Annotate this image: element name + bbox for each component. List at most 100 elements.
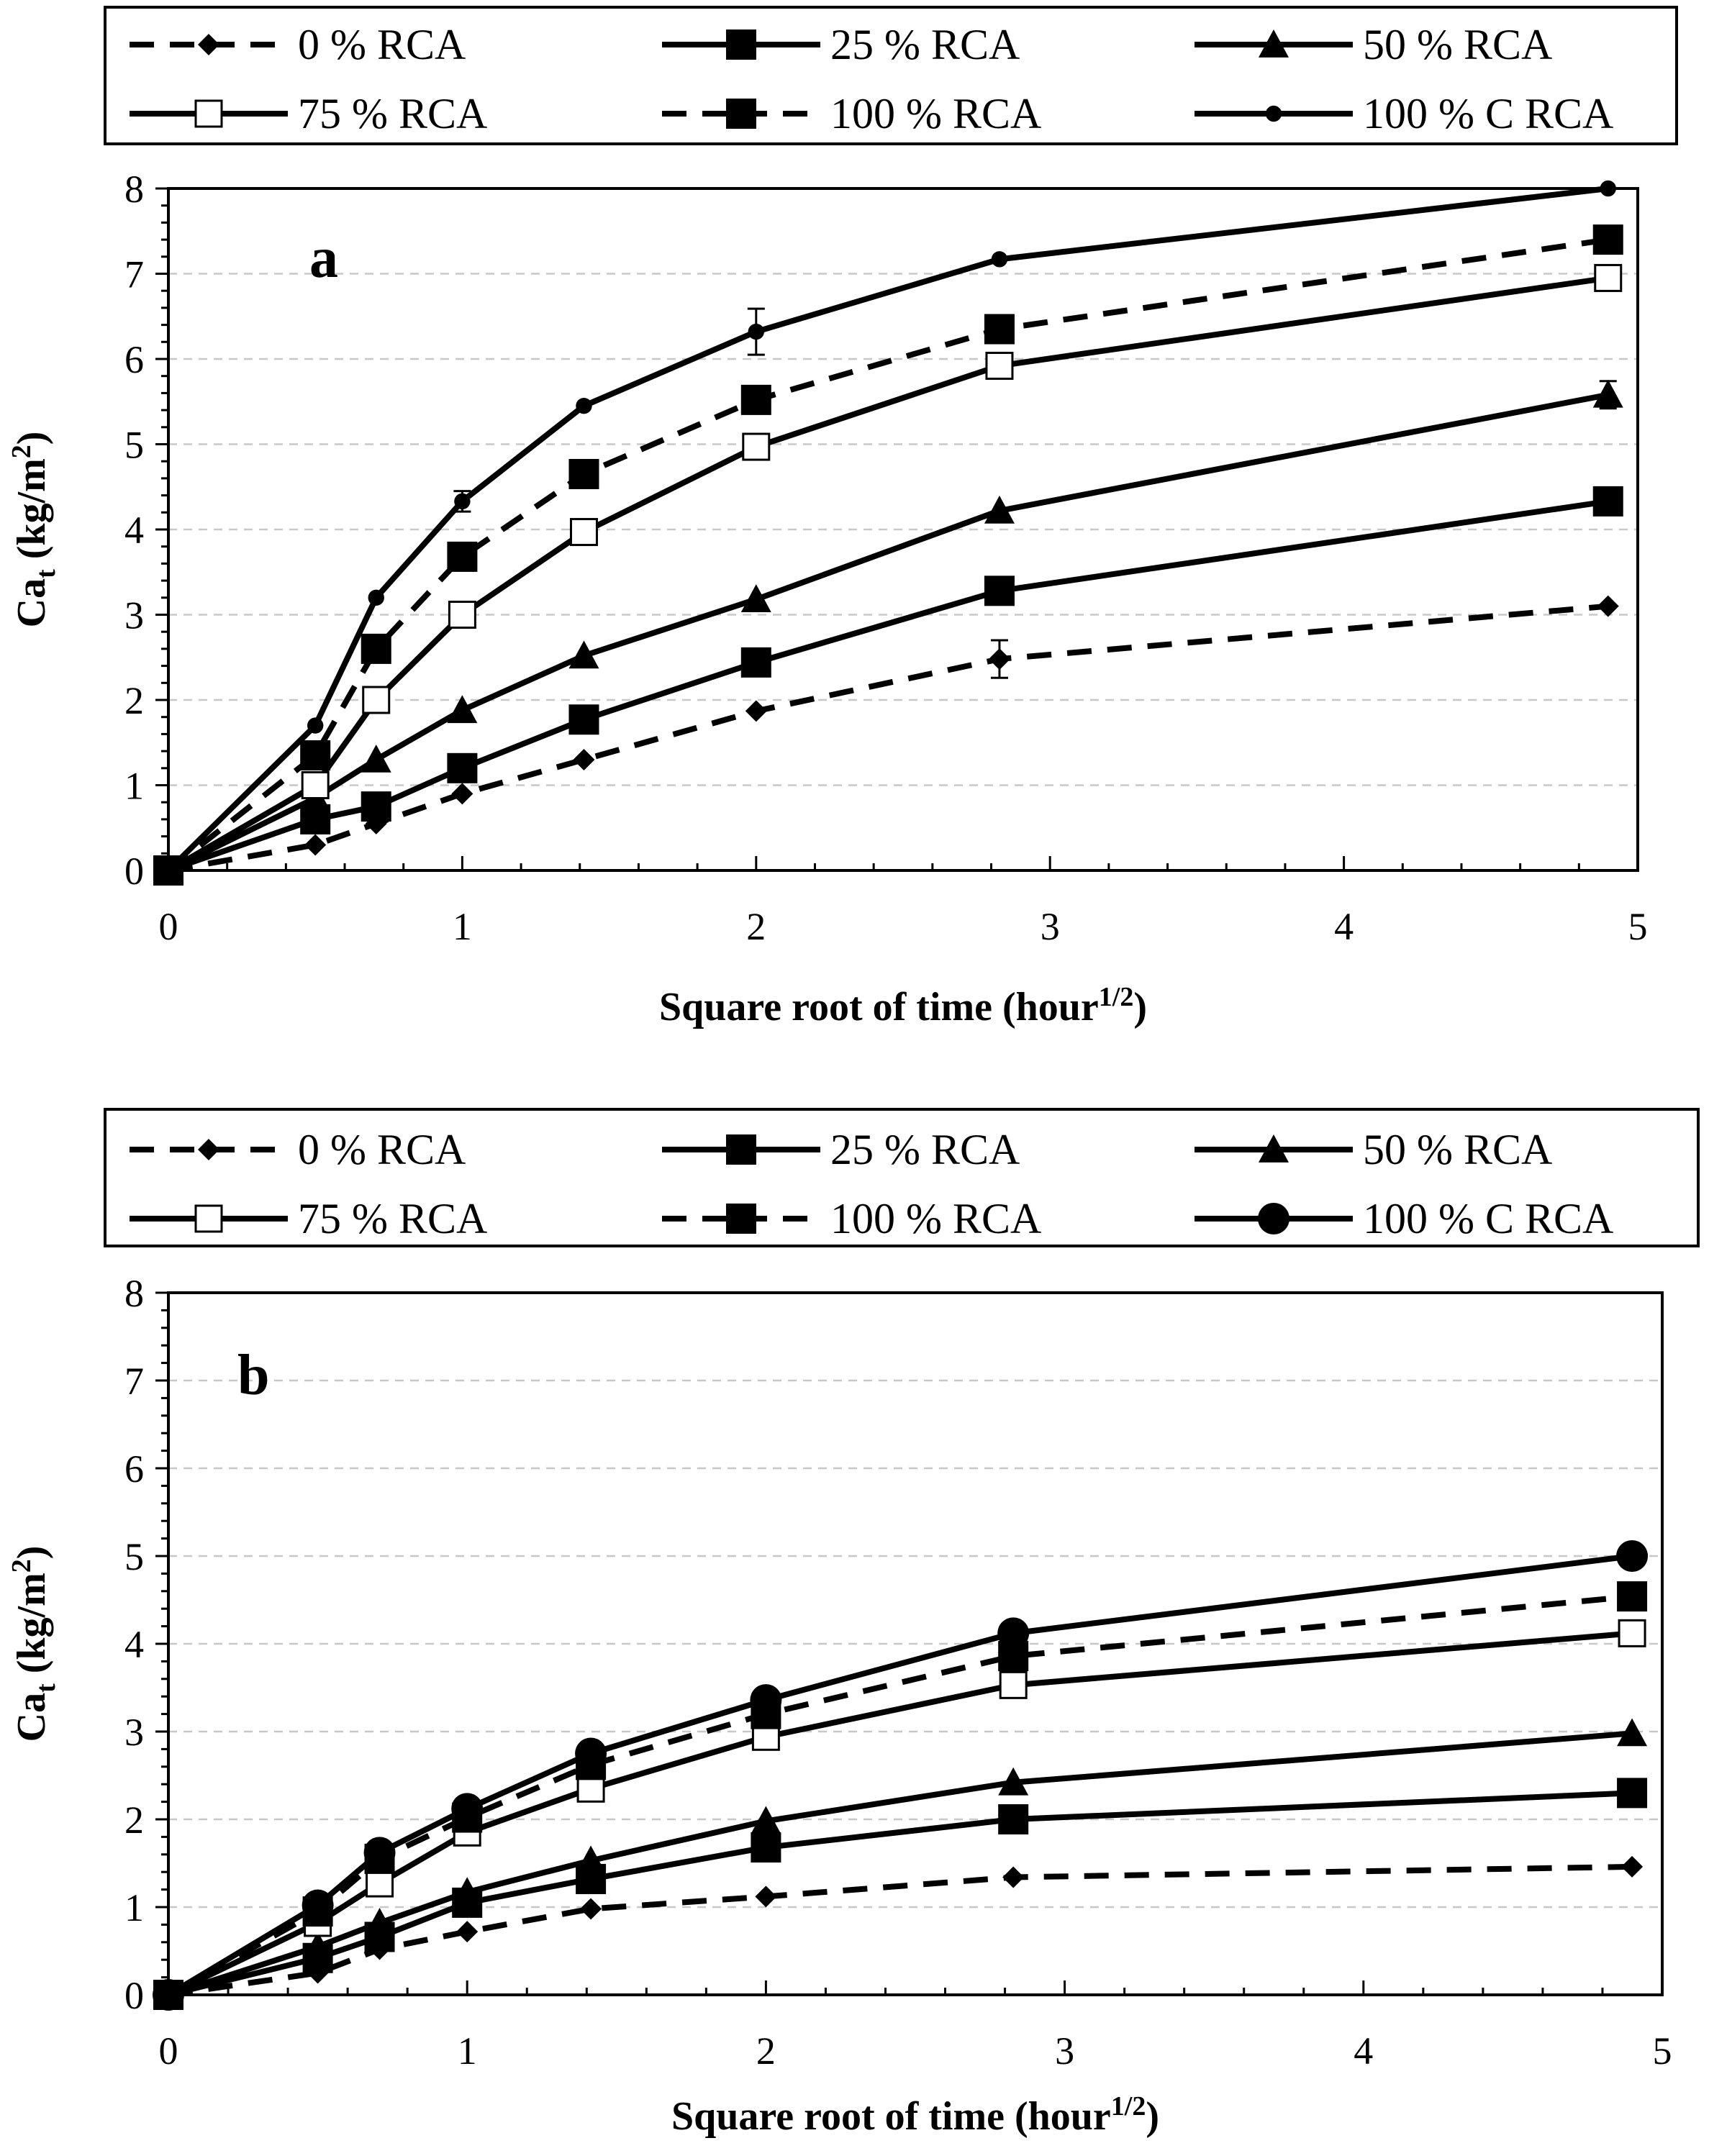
y-tick-label: 5 (124, 1535, 144, 1578)
legend-item: 0 % RCA (130, 21, 466, 68)
data-point (1597, 595, 1619, 617)
data-point (302, 1931, 333, 1960)
error-bars (453, 307, 1617, 679)
legend-marker (1259, 1134, 1289, 1163)
data-point (452, 1877, 483, 1906)
data-point (361, 744, 391, 773)
legend-item: 75 % RCA (130, 90, 487, 137)
data-point (1621, 1855, 1644, 1878)
y-tick-label: 5 (124, 424, 144, 467)
chart-panel-b: 0 % RCA 25 % RCA 50 % RCA 75 % RCA 100 % RCA… (6, 1108, 1700, 2139)
legend-marker (198, 1139, 219, 1160)
data-point (362, 686, 391, 714)
y-axis-title: Cat (kg/m2) (6, 432, 61, 628)
ticks (155, 187, 1639, 872)
x-tick-label: 3 (1055, 2029, 1074, 2073)
data-point (998, 1767, 1029, 1796)
x-tick-label: 4 (1334, 905, 1354, 948)
panel-label: a (309, 227, 338, 290)
data-point (997, 1617, 1030, 1650)
data-point (576, 397, 592, 414)
legend-label: 100 % RCA (830, 90, 1041, 137)
x-axis-title: Square root of time (hour1/2) (671, 2091, 1159, 2139)
x-tick-label: 0 (159, 2029, 178, 2073)
y-tick-label: 4 (124, 509, 144, 552)
y-tick-label: 4 (124, 1623, 144, 1666)
panel-label: b (237, 1344, 270, 1407)
x-axis-title-sup: 1/2 (1111, 2091, 1146, 2121)
y-axis-title-sub: t (31, 1683, 61, 1693)
data-point (751, 1806, 781, 1834)
legend-marker (194, 99, 223, 128)
series-100-c-rca (160, 180, 1616, 879)
data-point (568, 458, 599, 489)
data-point (301, 771, 330, 799)
data-point (451, 1793, 484, 1825)
y-tick-label: 6 (124, 1447, 144, 1491)
ticks (155, 1291, 1664, 1996)
legend-box (104, 6, 1678, 145)
legend-label: 50 % RCA (1363, 21, 1552, 68)
legend-marker (194, 1204, 223, 1233)
legend-item: 50 % RCA (1195, 21, 1552, 68)
data-point (568, 704, 599, 735)
data-point (740, 647, 771, 678)
data-point (573, 748, 595, 770)
data-point (1618, 1619, 1646, 1647)
y-tick-label: 2 (124, 679, 144, 722)
data-point (569, 518, 598, 547)
y-tick-label: 6 (124, 338, 144, 381)
data-point (1617, 1581, 1648, 1612)
data-point (991, 251, 1008, 268)
data-point (363, 1837, 396, 1869)
y-axis-title: Cat (kg/m2) (6, 1546, 61, 1742)
x-axis-title-close: ) (1133, 985, 1147, 1029)
data-point (451, 783, 473, 805)
data-point (740, 584, 771, 613)
data-point (160, 862, 177, 879)
legend-box (104, 1108, 1700, 1247)
x-tick-label: 1 (458, 2029, 477, 2073)
x-tick-label: 2 (746, 905, 766, 948)
data-point (361, 791, 391, 822)
legend-label: 0 % RCA (298, 21, 466, 68)
y-axis-title-unit: (kg/m (9, 458, 54, 569)
data-point (745, 700, 767, 722)
data-point (984, 314, 1015, 345)
x-axis-title-sup: 1/2 (1099, 982, 1134, 1012)
data-point (1594, 263, 1623, 292)
series-100-rca (153, 224, 1623, 886)
data-point (448, 601, 476, 629)
y-tick-label: 3 (124, 1711, 144, 1754)
legend-marker (1258, 1203, 1289, 1234)
data-point (447, 695, 478, 724)
chart-panel-a: 0 % RCA 25 % RCA 50 % RCA 75 % RCA 100 % RCA… (6, 6, 1678, 1029)
y-tick-label: 0 (124, 850, 144, 893)
x-tick-label: 5 (1653, 2029, 1672, 2073)
data-point (153, 1979, 184, 2011)
legend-marker (198, 34, 219, 55)
legend-item: 75 % RCA (130, 1195, 487, 1242)
data-point (307, 717, 324, 734)
data-point (751, 1832, 781, 1863)
series-line (166, 186, 1609, 873)
legend-label: 100 % RCA (830, 1195, 1041, 1242)
data-point (1592, 224, 1623, 255)
data-point (302, 1889, 334, 1921)
legend-item: 100 % C RCA (1195, 90, 1613, 137)
data-point (1617, 1718, 1648, 1747)
y-axis-title-sup: 2 (6, 1559, 37, 1573)
x-tick-label: 0 (159, 905, 178, 948)
y-axis-title-text: Ca (9, 578, 54, 627)
data-point (1600, 180, 1616, 197)
data-point (366, 1869, 394, 1898)
data-point (984, 495, 1015, 524)
data-point (447, 752, 478, 783)
legend-item: 0 % RCA (130, 1126, 466, 1173)
x-axis-title-text: Square root of time (hour (659, 985, 1099, 1029)
legend-marker (726, 29, 756, 60)
legend-label: 25 % RCA (830, 1126, 1020, 1173)
series-line (167, 1730, 1633, 1998)
data-point (368, 589, 384, 606)
